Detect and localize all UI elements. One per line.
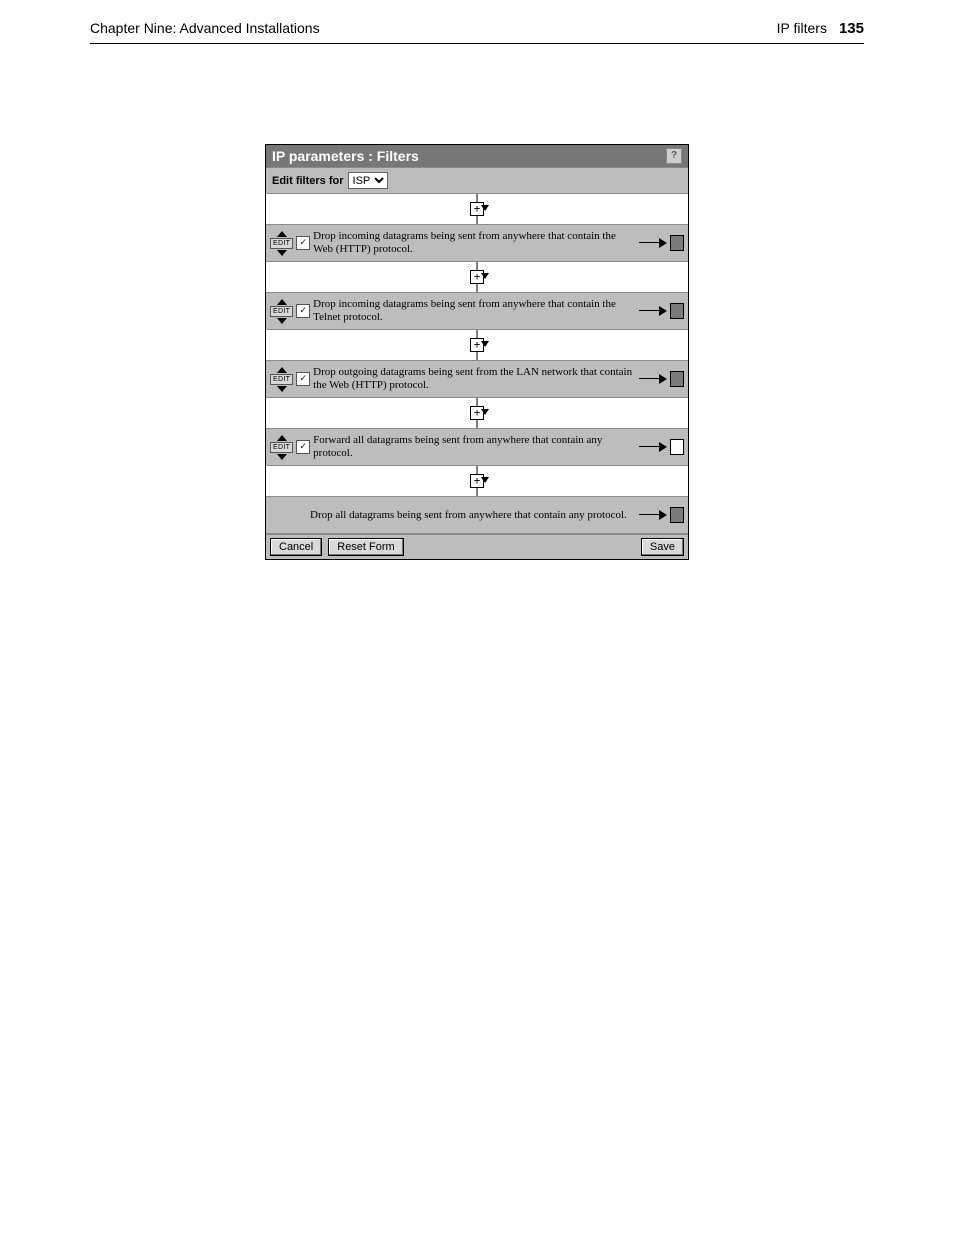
filters-panel: IP parameters : Filters ? Edit filters f… <box>265 144 689 560</box>
action-allow-icon <box>670 439 684 455</box>
panel-toolbar: Edit filters for ISP <box>266 167 688 194</box>
running-header: Chapter Nine: Advanced Installations IP … <box>90 20 864 44</box>
action-block-icon <box>670 371 684 387</box>
rule-row: EDIT ✓ Drop incoming datagrams being sen… <box>266 224 688 262</box>
toolbar-label: Edit filters for <box>272 175 344 187</box>
reset-form-button[interactable]: Reset Form <box>328 538 403 556</box>
arrow-down-icon <box>481 205 489 211</box>
move-up-icon[interactable] <box>277 435 287 441</box>
rule-enabled-checkbox[interactable]: ✓ <box>296 440 310 454</box>
rule-row: EDIT ✓ Forward all datagrams being sent … <box>266 428 688 466</box>
move-up-icon[interactable] <box>277 367 287 373</box>
action-block-icon <box>670 235 684 251</box>
cancel-button[interactable]: Cancel <box>270 538 322 556</box>
insert-rule-slot[interactable]: + <box>266 398 688 428</box>
insert-rule-slot[interactable]: + <box>266 194 688 224</box>
move-down-icon[interactable] <box>277 454 287 460</box>
rule-description: Drop incoming datagrams being sent from … <box>313 230 636 256</box>
edit-rule-button[interactable]: EDIT <box>270 306 293 317</box>
move-down-icon[interactable] <box>277 318 287 324</box>
chapter-title: Chapter Nine: Advanced Installations <box>90 20 320 36</box>
panel-footer: Cancel Reset Form Save <box>266 534 688 559</box>
default-rule-row: Drop all datagrams being sent from anywh… <box>266 496 688 534</box>
insert-rule-slot[interactable]: + <box>266 330 688 360</box>
save-button[interactable]: Save <box>641 538 684 556</box>
profile-select[interactable]: ISP <box>348 172 388 189</box>
page-number: 135 <box>839 20 864 37</box>
move-down-icon[interactable] <box>277 250 287 256</box>
move-up-icon[interactable] <box>277 299 287 305</box>
rule-enabled-checkbox[interactable]: ✓ <box>296 236 310 250</box>
rule-enabled-checkbox[interactable]: ✓ <box>296 304 310 318</box>
edit-rule-button[interactable]: EDIT <box>270 442 293 453</box>
section-title: IP filters <box>777 20 827 36</box>
insert-rule-slot[interactable]: + <box>266 466 688 496</box>
default-rule-description: Drop all datagrams being sent from anywh… <box>310 509 636 522</box>
panel-title: IP parameters : Filters <box>272 148 419 164</box>
action-block-icon <box>670 507 684 523</box>
action-block-icon <box>670 303 684 319</box>
arrow-right-icon <box>639 443 667 451</box>
panel-titlebar: IP parameters : Filters ? <box>266 145 688 167</box>
arrow-right-icon <box>639 307 667 315</box>
rule-description: Drop incoming datagrams being sent from … <box>313 298 636 324</box>
arrow-down-icon <box>481 341 489 347</box>
edit-rule-button[interactable]: EDIT <box>270 238 293 249</box>
help-icon[interactable]: ? <box>666 148 682 164</box>
rule-enabled-checkbox[interactable]: ✓ <box>296 372 310 386</box>
rules-list: + EDIT ✓ Drop incoming datagrams being s… <box>266 194 688 534</box>
arrow-right-icon <box>639 511 667 519</box>
rule-description: Drop outgoing datagrams being sent from … <box>313 366 636 392</box>
arrow-right-icon <box>639 239 667 247</box>
edit-rule-button[interactable]: EDIT <box>270 374 293 385</box>
arrow-down-icon <box>481 409 489 415</box>
rule-row: EDIT ✓ Drop outgoing datagrams being sen… <box>266 360 688 398</box>
move-down-icon[interactable] <box>277 386 287 392</box>
move-up-icon[interactable] <box>277 231 287 237</box>
rule-row: EDIT ✓ Drop incoming datagrams being sen… <box>266 292 688 330</box>
insert-rule-slot[interactable]: + <box>266 262 688 292</box>
arrow-down-icon <box>481 273 489 279</box>
arrow-down-icon <box>481 477 489 483</box>
rule-description: Forward all datagrams being sent from an… <box>313 434 636 460</box>
arrow-right-icon <box>639 375 667 383</box>
